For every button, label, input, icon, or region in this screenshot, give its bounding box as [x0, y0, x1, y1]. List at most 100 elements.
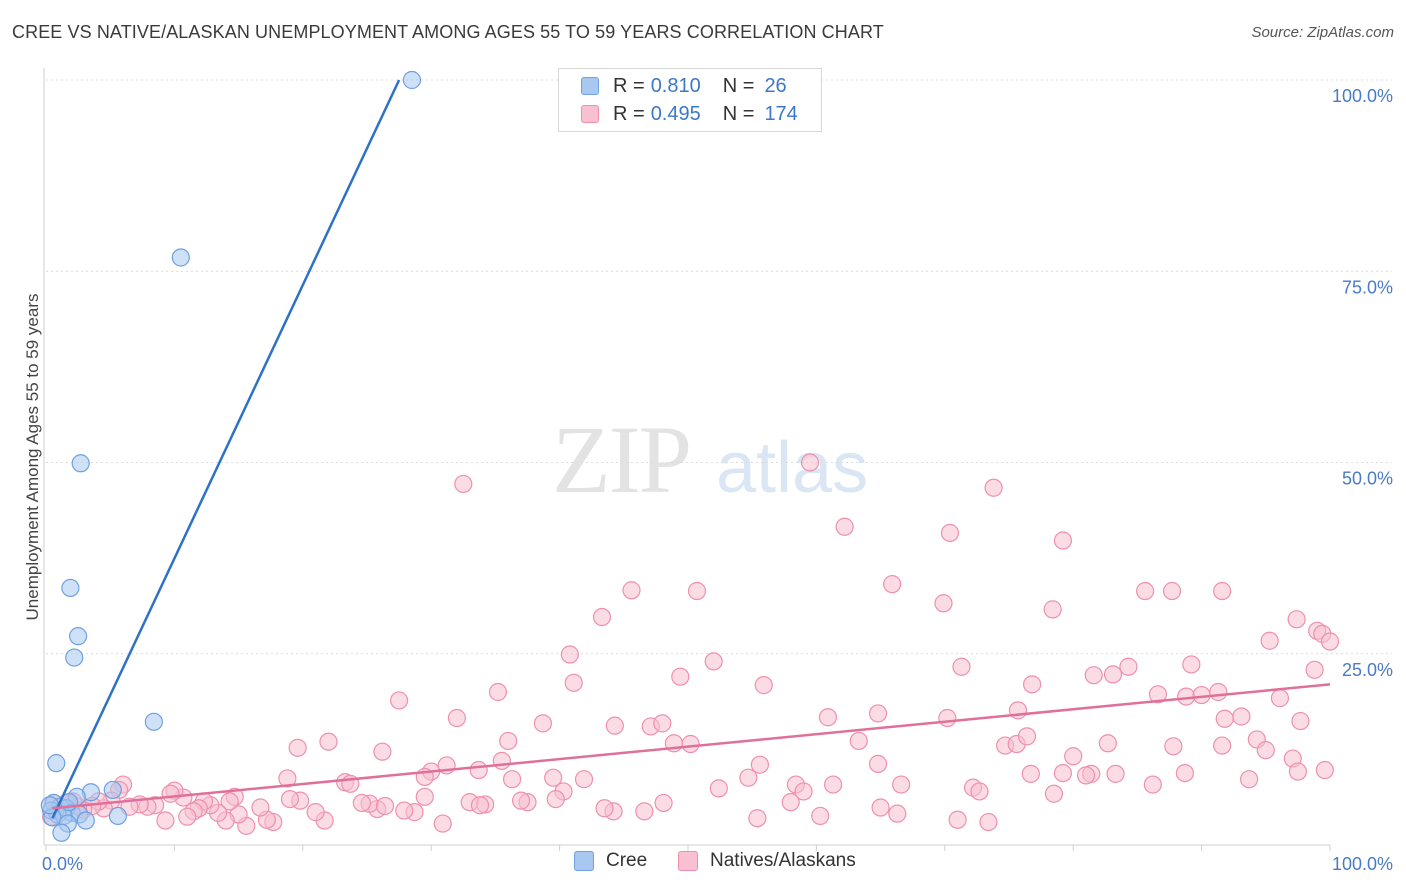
natives-point: [1288, 762, 1308, 781]
cree-point: [52, 823, 71, 842]
natives-point: [748, 809, 767, 828]
legend-swatch-natives: [581, 105, 599, 123]
natives-point: [1315, 760, 1334, 780]
natives-point: [1148, 685, 1168, 704]
legend-r-label: R =: [613, 102, 645, 125]
natives-point: [454, 474, 473, 494]
natives-point: [871, 798, 890, 817]
natives-point: [178, 807, 197, 826]
cree-point: [65, 648, 84, 667]
legend-swatch-cree: [581, 77, 599, 95]
natives-point: [492, 751, 511, 770]
cree-point: [61, 578, 80, 598]
natives-point: [220, 792, 239, 811]
natives-point: [1287, 610, 1306, 629]
legend-item-natives[interactable]: Natives/Alaskans: [678, 850, 856, 872]
natives-point: [1103, 665, 1123, 684]
y-tick-label: 100.0%: [1332, 86, 1393, 106]
natives-point: [560, 645, 579, 664]
natives-point: [156, 811, 175, 830]
legend-row-natives: R = 0.495 N = 174: [581, 100, 798, 128]
natives-point: [984, 478, 1003, 497]
natives-trend-line: [52, 683, 1331, 810]
natives-point: [595, 799, 614, 818]
cree-point: [103, 780, 122, 800]
natives-point: [739, 768, 758, 787]
natives-point: [709, 779, 728, 798]
natives-point: [470, 796, 490, 815]
natives-point: [687, 581, 707, 601]
cree-point: [108, 806, 128, 826]
cree-point: [144, 712, 163, 731]
y-tick-labels: 25.0% 50.0% 75.0% 100.0%: [1332, 86, 1393, 680]
legend-row-cree: R = 0.810 N = 26: [581, 72, 787, 100]
legend-r-value: 0.810: [650, 74, 701, 97]
natives-point: [288, 738, 307, 757]
y-tick-label: 25.0%: [1342, 660, 1393, 680]
natives-point: [1182, 655, 1201, 674]
natives-point: [1320, 632, 1340, 651]
natives-point: [794, 782, 813, 801]
natives-point: [1164, 737, 1183, 756]
legend-n-label: N =: [722, 102, 755, 125]
legend-n-value: 174: [764, 102, 798, 125]
natives-point: [868, 754, 888, 774]
natives-point: [502, 770, 522, 789]
natives-point: [1209, 682, 1228, 702]
natives-point: [940, 523, 960, 542]
natives-point: [488, 682, 508, 702]
natives-point: [979, 812, 998, 832]
y-tick-label: 50.0%: [1342, 469, 1393, 489]
data-points: [40, 70, 1340, 842]
natives-point: [671, 667, 690, 686]
natives-point: [938, 708, 957, 728]
natives-point: [1023, 675, 1042, 694]
natives-point: [1043, 600, 1062, 619]
watermark-zip: ZIP: [552, 406, 690, 513]
cree-trend-line: [51, 79, 401, 819]
legend-label-cree: Cree: [606, 850, 648, 871]
natives-point: [1260, 631, 1279, 650]
legend-r-label: R =: [613, 74, 645, 97]
natives-point: [1021, 764, 1040, 783]
series-legend: Cree Natives/Alaskans: [0, 850, 1406, 880]
natives-point: [1213, 736, 1232, 755]
natives-point: [654, 793, 673, 813]
natives-point: [1162, 581, 1182, 601]
natives-point: [868, 704, 888, 723]
natives-point: [888, 804, 907, 823]
natives-point: [1098, 734, 1117, 753]
natives-point: [1053, 763, 1073, 783]
axes: [43, 68, 1330, 846]
legend-label-natives: Natives/Alaskans: [710, 850, 856, 871]
natives-point: [373, 742, 392, 761]
x-tick-label-min: 0.0%: [42, 854, 83, 874]
natives-point: [892, 775, 911, 794]
natives-point: [1017, 727, 1037, 746]
x-ticks: [45, 845, 1331, 851]
natives-point: [161, 784, 180, 803]
legend-n-label: N =: [722, 74, 755, 97]
natives-point: [818, 708, 838, 727]
natives-point: [1175, 763, 1195, 783]
natives-point: [278, 769, 297, 788]
chart-title: CREE VS NATIVE/ALASKAN UNEMPLOYMENT AMON…: [12, 22, 884, 42]
y-tick-label: 75.0%: [1342, 277, 1393, 297]
natives-point: [883, 575, 902, 594]
watermark-atlas: atlas: [716, 428, 868, 508]
trend-lines: [51, 79, 1331, 819]
cree-point: [171, 248, 190, 267]
natives-point: [1291, 711, 1310, 731]
natives-point: [1053, 531, 1073, 550]
natives-point: [934, 594, 953, 613]
cree-point: [71, 454, 90, 473]
natives-point: [1215, 709, 1234, 728]
natives-point: [681, 734, 700, 754]
legend-swatch-cree: [574, 851, 594, 871]
natives-point: [546, 789, 565, 809]
legend-item-cree[interactable]: Cree: [574, 850, 647, 872]
natives-point: [1106, 764, 1125, 783]
natives-point: [750, 755, 770, 774]
natives-point: [574, 770, 594, 789]
